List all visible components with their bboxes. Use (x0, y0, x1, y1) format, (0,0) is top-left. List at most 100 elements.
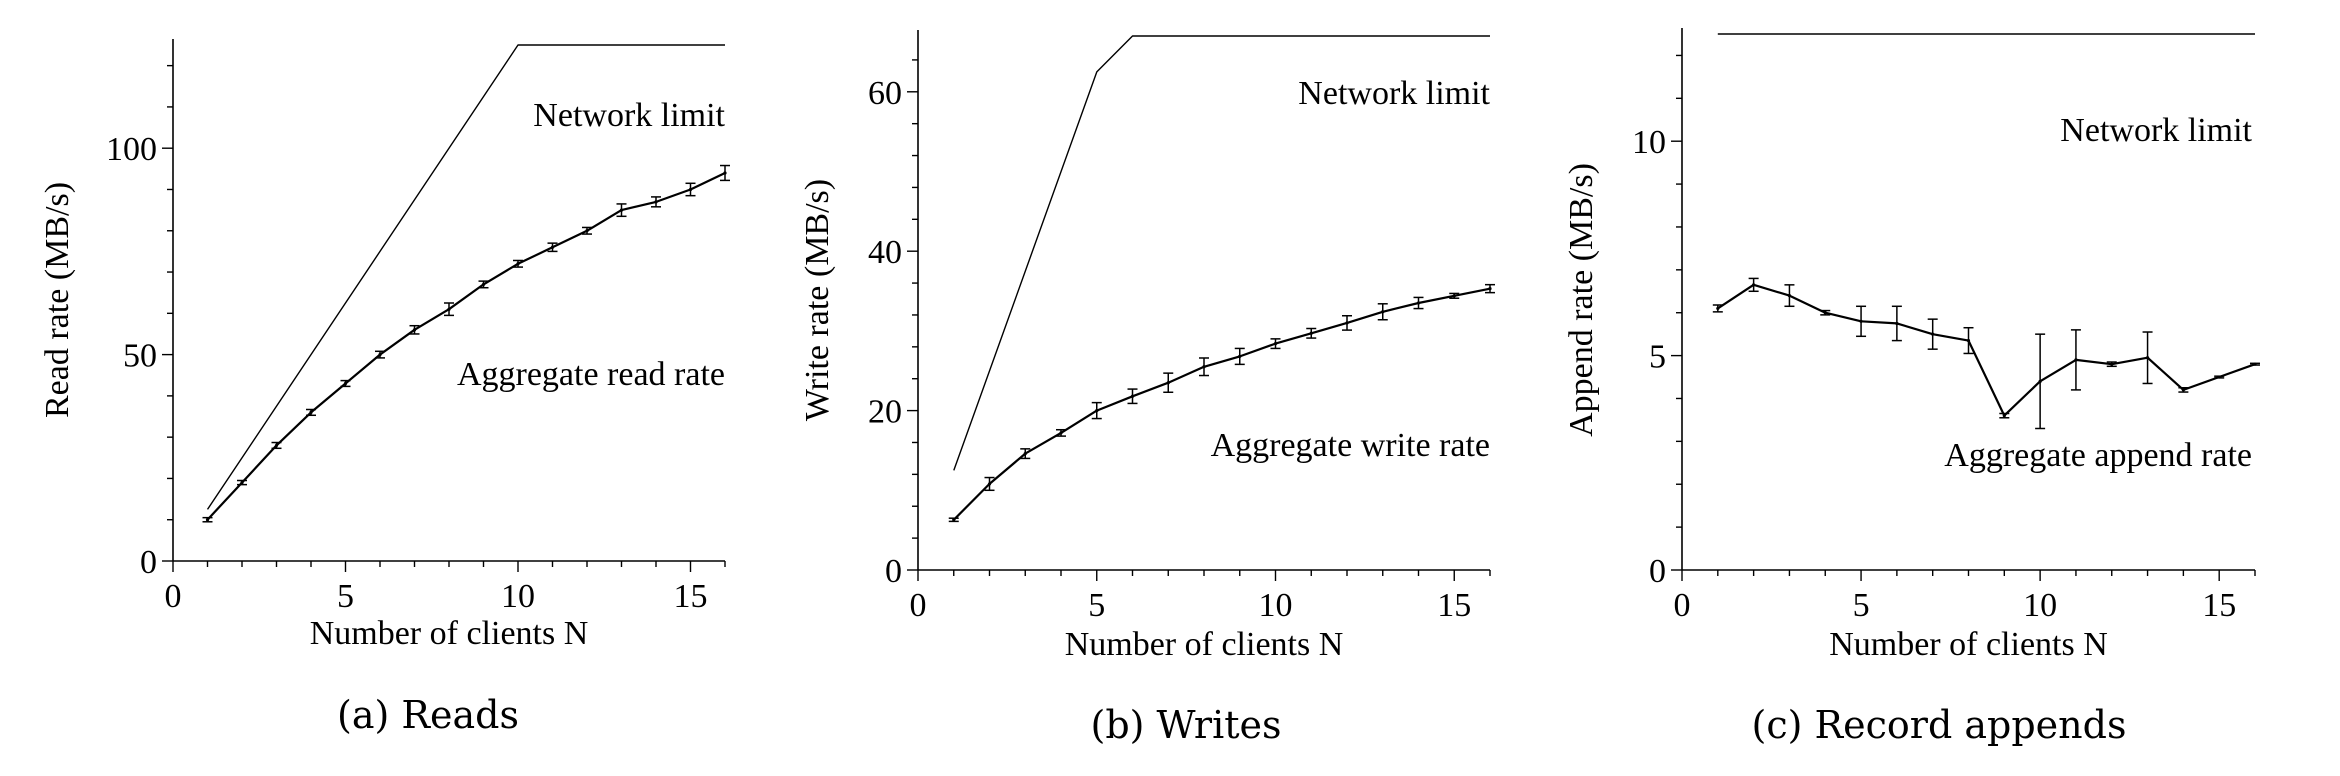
data-point (550, 245, 555, 249)
data-point (585, 229, 589, 233)
error-bar (409, 324, 420, 335)
error-bar (1485, 283, 1495, 294)
error-bar (2250, 362, 2260, 366)
data-point (1059, 431, 1063, 435)
data-point (240, 480, 244, 485)
series-label-aggregate-write-rate: Aggregate write rate (1211, 427, 1490, 464)
data-point (1716, 306, 1720, 311)
error-bar (685, 182, 696, 197)
error-bar (2035, 333, 2046, 430)
y-tick-label: 60 (868, 75, 902, 112)
data-point (1202, 365, 1206, 369)
data-point (2253, 362, 2257, 366)
series-label-aggregate-read-rate: Aggregate read rate (457, 356, 725, 393)
error-bar (984, 476, 995, 492)
series-label-network-limit: Network limit (1298, 75, 1490, 112)
data-point (1895, 321, 1899, 326)
error-bar (1856, 305, 1867, 338)
error-bar (616, 203, 627, 218)
error-bar (1784, 284, 1795, 308)
x-tick-label: 10 (1259, 587, 1293, 624)
data-point (1238, 354, 1242, 358)
data-point (1452, 294, 1456, 298)
data-point (1095, 408, 1099, 413)
error-bar (1234, 347, 1245, 366)
data-point (1273, 342, 1278, 346)
data-point (987, 482, 992, 486)
data-point (1309, 331, 1313, 335)
error-bar (444, 302, 454, 317)
data-point (1345, 321, 1349, 325)
error-bar (1091, 401, 1102, 420)
data-point (1488, 287, 1492, 291)
series-label-network-limit: Network limit (2060, 112, 2252, 149)
data-point (2038, 379, 2042, 383)
data-point (516, 262, 520, 266)
error-bar (340, 379, 351, 388)
y-tick-label: 0 (140, 544, 157, 581)
x-axis-label: Number of clients N (310, 615, 589, 652)
data-point (1416, 301, 1421, 305)
error-bar (1270, 338, 1281, 350)
error-bar (1820, 309, 1831, 316)
y-tick-label: 5 (1649, 339, 1666, 376)
error-bar (202, 516, 213, 523)
error-bar (1449, 292, 1460, 299)
data-point (447, 307, 451, 311)
error-bar (1056, 428, 1066, 437)
error-bar (1999, 412, 2010, 419)
data-point (2074, 358, 2078, 362)
series-label-network-limit: Network limit (533, 97, 725, 134)
error-bar (478, 280, 489, 289)
series-line-aggregate-write-rate (953, 287, 1491, 521)
data-point (309, 410, 313, 414)
error-bar (1413, 296, 1424, 310)
error-bar (1927, 318, 1938, 350)
caption-writes: (b) Writes (1091, 703, 1282, 747)
data-point (1130, 394, 1135, 398)
x-tick-label: 0 (165, 578, 182, 615)
y-tick-label: 40 (868, 234, 902, 271)
data-point (2110, 362, 2114, 366)
error-bar (2142, 331, 2153, 385)
y-tick-label: 20 (868, 394, 902, 431)
data-point (1166, 381, 1170, 385)
data-point (378, 353, 382, 357)
x-tick-label: 5 (337, 578, 354, 615)
data-point (1023, 452, 1027, 456)
x-axis-label: Number of clients N (1829, 626, 2108, 663)
caption-record-appends: (c) Record appends (1752, 703, 2127, 747)
x-tick-label: 15 (674, 578, 708, 615)
data-point (1966, 338, 1971, 343)
y-axis-label: Write rate (MB/s) (799, 179, 836, 421)
data-point (274, 443, 279, 448)
error-bar (651, 196, 661, 208)
error-bar (1342, 315, 1352, 331)
error-bar (237, 479, 247, 486)
error-bar (1712, 304, 1723, 313)
error-bar (2106, 361, 2117, 368)
data-point (1823, 311, 1827, 315)
error-bar (513, 259, 523, 268)
data-point (619, 208, 624, 212)
data-point (1381, 310, 1385, 314)
error-bar (375, 350, 385, 359)
x-tick-label: 0 (910, 587, 927, 624)
data-point (343, 381, 348, 386)
error-bar (271, 441, 282, 450)
series-line-network-limit (953, 35, 1490, 471)
data-point (1752, 283, 1756, 287)
x-tick-label: 10 (2023, 587, 2057, 624)
error-bar (1377, 303, 1388, 321)
x-axis-label: Number of clients N (1065, 626, 1344, 663)
y-tick-label: 100 (106, 131, 157, 168)
x-tick-label: 10 (501, 578, 535, 615)
error-bar (1306, 327, 1317, 339)
error-bar (306, 408, 316, 417)
caption-reads: (a) Reads (337, 693, 519, 737)
data-point (1859, 319, 1863, 323)
data-point (2217, 375, 2221, 379)
error-bar (1963, 326, 1974, 355)
y-tick-label: 0 (1649, 553, 1666, 590)
